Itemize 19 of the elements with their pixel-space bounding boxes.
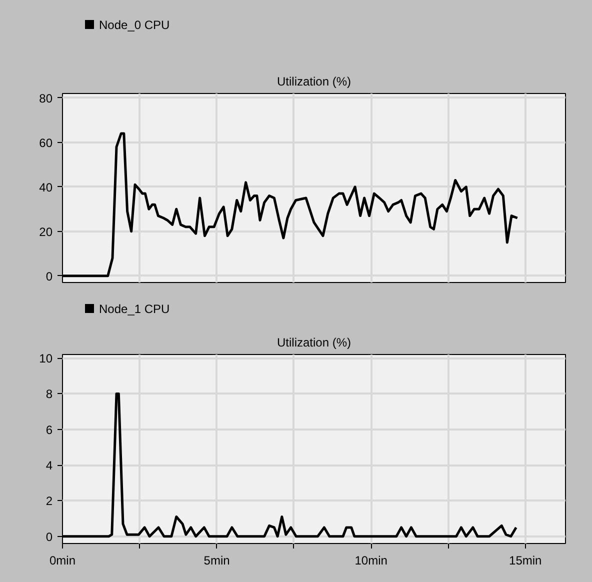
y-tick-label: 40 bbox=[39, 180, 53, 194]
y-tick-label: 8 bbox=[46, 387, 53, 402]
x-tick-label: 5min bbox=[204, 554, 230, 568]
y-tick-label: 2 bbox=[46, 494, 53, 508]
y-tick-label: 20 bbox=[39, 224, 53, 239]
y-tick-label: 0 bbox=[46, 269, 53, 284]
chart-title: Utilization (%) bbox=[276, 74, 352, 88]
x-tick-label: 15min bbox=[509, 554, 542, 568]
chart-title: Utilization (%) bbox=[276, 336, 352, 350]
legend-label: Node_1 CPU bbox=[98, 301, 170, 318]
x-tick-label: 10min bbox=[354, 554, 388, 568]
x-tick-label: 0min bbox=[49, 554, 76, 568]
y-tick-label: 80 bbox=[39, 91, 53, 106]
legend-label: Node_0 CPU bbox=[98, 17, 170, 34]
y-tick-label: 60 bbox=[39, 136, 53, 150]
y-tick-label: 4 bbox=[46, 458, 53, 473]
y-tick-label: 0 bbox=[46, 530, 53, 544]
y-tick-label: 10 bbox=[39, 352, 53, 366]
y-tick-label: 6 bbox=[46, 422, 53, 437]
